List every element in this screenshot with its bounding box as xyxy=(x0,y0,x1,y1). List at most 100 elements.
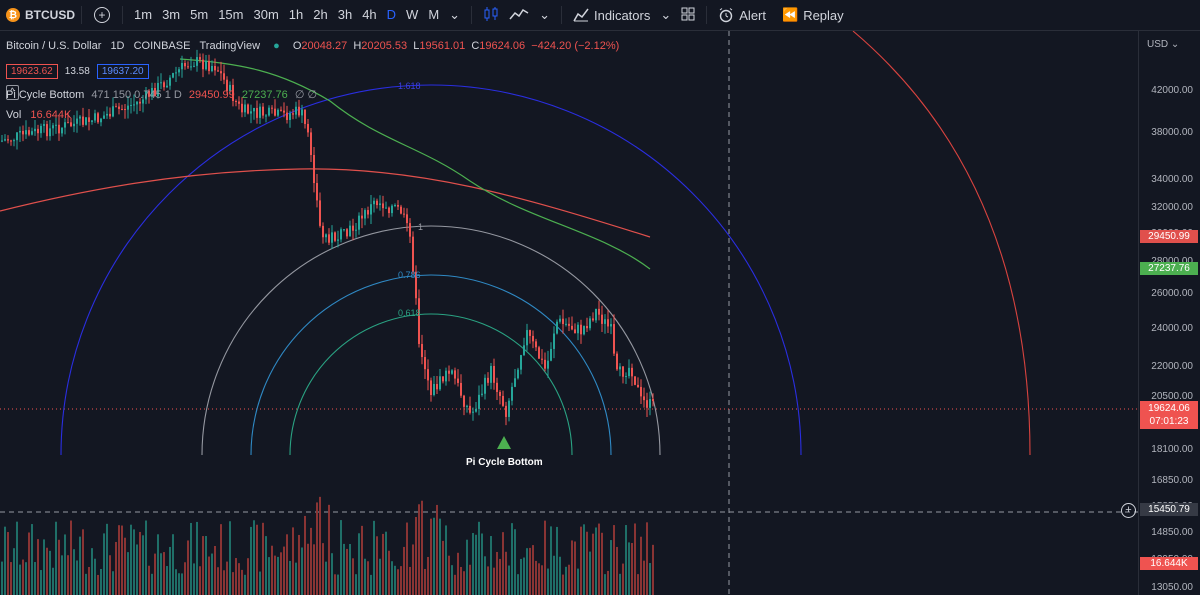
volume-bar xyxy=(568,564,570,595)
add-alert-plus-icon[interactable]: + xyxy=(1121,503,1136,518)
candle-body xyxy=(370,204,372,215)
interval-15m[interactable]: 15m xyxy=(218,7,244,22)
divider xyxy=(706,6,708,24)
candle-body xyxy=(142,99,144,104)
buy-price-button[interactable]: 19637.20 xyxy=(96,64,149,79)
interval-2h[interactable]: 2h xyxy=(313,7,328,22)
volume-bar xyxy=(478,521,480,595)
candle-body xyxy=(463,395,465,407)
volume-bar xyxy=(238,563,240,595)
candle-body xyxy=(625,376,627,378)
chevron-down-icon[interactable]: ⌄ xyxy=(449,7,461,22)
candle-body xyxy=(247,104,249,114)
volume-bar xyxy=(331,553,333,595)
interval-M[interactable]: M xyxy=(428,7,440,22)
price-tick-label: 32000.00 xyxy=(1151,202,1193,213)
candle-body xyxy=(586,326,588,329)
volume-bar xyxy=(460,566,462,595)
candle-body xyxy=(550,348,552,361)
collapse-legend-button[interactable]: ^ xyxy=(6,85,19,100)
volume-bar xyxy=(280,552,282,595)
interval-D[interactable]: D xyxy=(386,7,397,22)
volume-bar xyxy=(421,500,423,595)
volume-bar xyxy=(94,558,96,595)
volume-bar xyxy=(325,561,327,595)
indicator-value-green: 27237.76 xyxy=(241,89,288,101)
candle-body xyxy=(172,73,174,78)
candle-body xyxy=(46,124,48,137)
interval-3m[interactable]: 3m xyxy=(162,7,181,22)
volume-bar xyxy=(271,545,273,595)
templates-grid-icon[interactable] xyxy=(676,7,700,24)
candle-body xyxy=(508,400,510,417)
volume-bar xyxy=(355,574,357,595)
market-status-dot-icon: ● xyxy=(273,40,280,52)
candle-body xyxy=(199,57,201,60)
indicator-legend[interactable]: Pi Cycle Bottom 471 150 0.745 1 D 29450.… xyxy=(6,88,317,101)
sell-price-button[interactable]: 19623.62 xyxy=(6,64,58,79)
compare-symbol-plus-icon[interactable]: + xyxy=(94,7,110,23)
indicators-button[interactable]: Indicators xyxy=(568,8,655,23)
candle-body xyxy=(481,393,483,395)
interval-4h[interactable]: 4h xyxy=(362,7,377,22)
candle-body xyxy=(166,85,168,88)
price-chart-canvas[interactable] xyxy=(0,31,1138,595)
interval-group: 1m 3m 5m 15m 30m 1h 2h 3h 4h D W M ⌄ xyxy=(129,7,465,23)
replay-button[interactable]: ⏪ Replay xyxy=(777,7,849,23)
price-axis[interactable]: USD ⌄ 42000.0038000.0034000.0032000.0030… xyxy=(1138,31,1200,595)
candle-body xyxy=(163,82,165,88)
candle-body xyxy=(7,139,9,141)
chevron-down-icon[interactable]: ⌄ xyxy=(539,7,550,22)
candle-body xyxy=(346,229,348,237)
price-tick-label: 22000.00 xyxy=(1151,361,1193,372)
candle-countdown: 07:01:23 xyxy=(1149,416,1189,427)
volume-bar xyxy=(517,574,519,595)
volume-bar xyxy=(439,518,441,595)
currency-selector[interactable]: USD ⌄ xyxy=(1147,39,1180,50)
volume-bar xyxy=(151,573,153,595)
chart-pane[interactable]: Bitcoin / U.S. Dollar 1D COINBASE Tradin… xyxy=(0,31,1138,595)
interval-3h[interactable]: 3h xyxy=(337,7,353,22)
candle-body xyxy=(268,107,270,116)
interval-1m[interactable]: 1m xyxy=(134,7,153,22)
volume-bar xyxy=(163,552,165,595)
indicator-flags: ∅ ∅ xyxy=(294,89,318,101)
volume-legend[interactable]: Vol 16.644K xyxy=(6,109,71,121)
candle-body xyxy=(631,367,633,377)
volume-bar xyxy=(511,523,513,595)
volume-bar xyxy=(646,522,648,595)
candle-body xyxy=(409,223,411,237)
candle-body xyxy=(55,124,57,126)
candle-body xyxy=(553,333,555,349)
candle-body xyxy=(358,215,360,230)
candle-body xyxy=(325,234,327,238)
volume-bar xyxy=(484,556,486,595)
interval-5m[interactable]: 5m xyxy=(190,7,209,22)
volume-bar xyxy=(463,571,465,595)
line-chart-type-icon[interactable] xyxy=(504,7,534,24)
interval-W[interactable]: W xyxy=(406,7,419,22)
candle-body xyxy=(412,236,414,272)
candle-body xyxy=(442,376,444,382)
volume-bar xyxy=(214,546,216,595)
interval-1h[interactable]: 1h xyxy=(288,7,304,22)
interval-30m[interactable]: 30m xyxy=(253,7,279,22)
volume-bar xyxy=(322,543,324,595)
symbol-search[interactable]: ₿ BTCUSD xyxy=(0,8,75,22)
candle-body xyxy=(385,207,387,209)
candle-body xyxy=(571,325,573,330)
candle-body xyxy=(10,140,12,142)
ma-green-price-tag: 27237.76 xyxy=(1140,262,1198,275)
candle-body xyxy=(88,117,90,122)
alarm-clock-icon xyxy=(719,8,733,23)
candle-body xyxy=(211,65,213,72)
chevron-down-icon[interactable]: ⌄ xyxy=(660,7,672,22)
candle-body xyxy=(277,109,279,116)
volume-bar xyxy=(97,574,99,595)
volume-bar xyxy=(349,543,351,595)
pi-cycle-bottom-signal-label: Pi Cycle Bottom xyxy=(466,457,543,468)
candle-body xyxy=(79,116,81,119)
candle-body xyxy=(601,314,603,324)
candles-chart-type-icon[interactable] xyxy=(478,6,504,24)
alert-button[interactable]: Alert xyxy=(713,7,771,23)
